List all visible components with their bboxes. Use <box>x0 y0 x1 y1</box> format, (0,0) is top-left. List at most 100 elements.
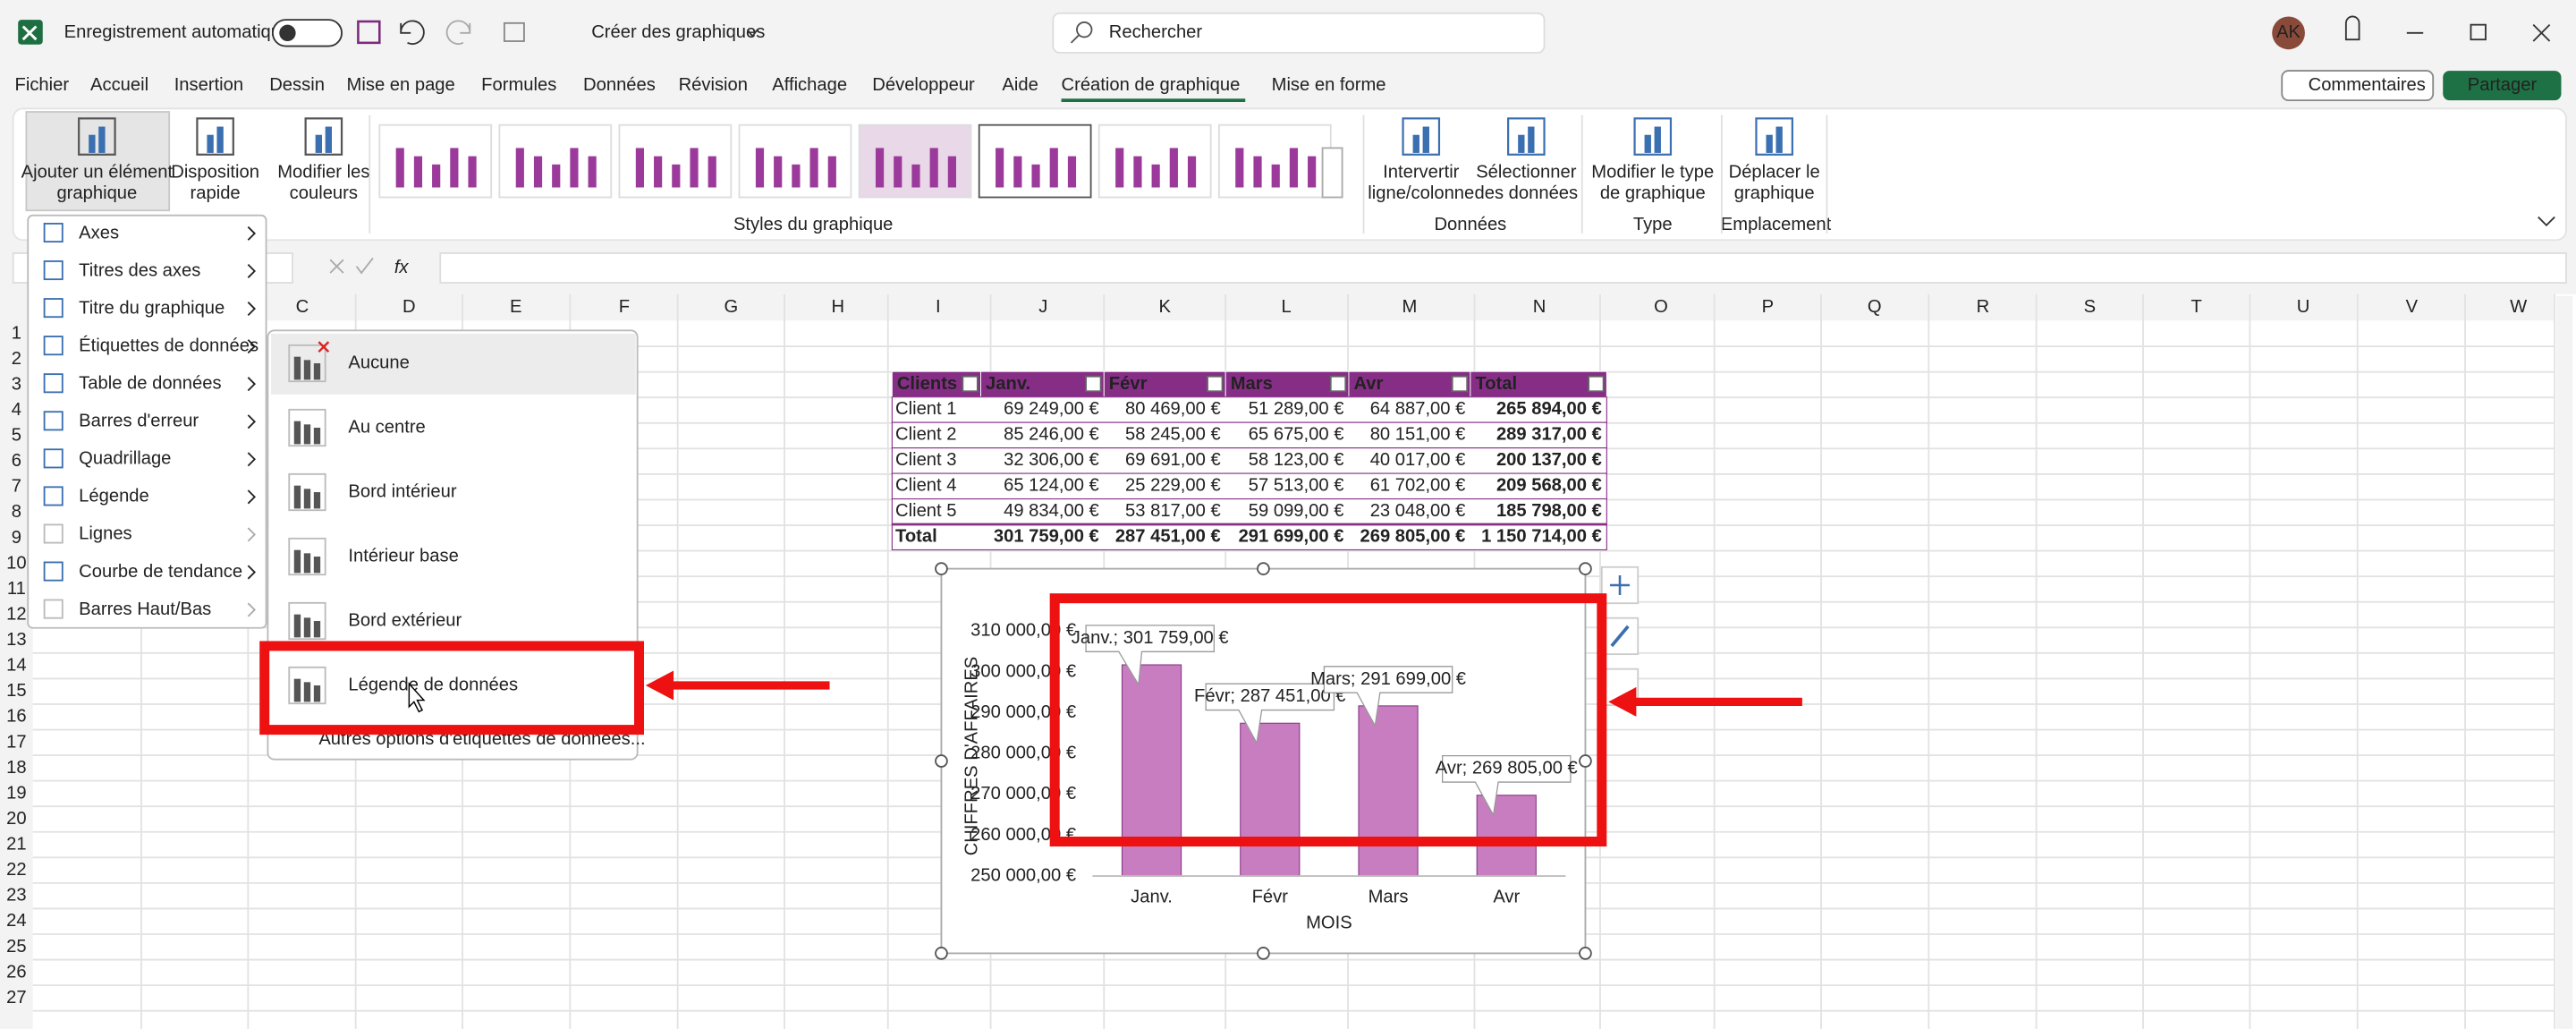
menu-tab[interactable]: Affichage <box>772 75 847 95</box>
menu-item[interactable]: Courbe de tendance <box>79 562 242 582</box>
share-button[interactable] <box>2443 71 2562 101</box>
table-cell: 69 249,00 € <box>1004 399 1099 419</box>
search-placeholder[interactable]: Rechercher <box>1109 22 1203 42</box>
ribbon-button-label[interactable]: des données <box>1475 183 1579 203</box>
filter-button[interactable] <box>1207 375 1224 393</box>
ribbon-button-label[interactable]: graphique <box>56 183 137 203</box>
menu-tab[interactable]: Mise en forme <box>1272 75 1386 95</box>
filter-button[interactable] <box>1329 375 1347 393</box>
ribbon-button-label[interactable]: ligne/colonne <box>1368 183 1474 203</box>
ribbon-button-label[interactable]: Sélectionner <box>1476 162 1577 182</box>
menu-tab[interactable]: Accueil <box>90 75 148 95</box>
filter-button[interactable] <box>962 375 979 393</box>
resize-handle[interactable] <box>935 754 948 768</box>
row-header: 27 <box>6 988 26 1008</box>
ribbon-button-label[interactable]: Déplacer le <box>1729 162 1820 182</box>
ribbon-icon[interactable] <box>78 117 116 156</box>
menu-item[interactable]: Table de données <box>79 374 221 394</box>
ribbon-icon[interactable] <box>1755 117 1793 156</box>
filter-button[interactable] <box>1085 375 1102 393</box>
menu-item[interactable]: Quadrillage <box>79 449 171 469</box>
table-header-cell <box>1470 370 1607 398</box>
close[interactable] <box>2532 24 2551 42</box>
menu-item[interactable]: Titre du graphique <box>79 298 225 318</box>
ribbon-button-label[interactable]: couleurs <box>290 183 358 203</box>
ribbon-button-label[interactable]: Intervertir <box>1383 162 1460 182</box>
table-cell: 61 702,00 € <box>1370 476 1466 496</box>
user-avatar[interactable] <box>2272 16 2305 50</box>
save-icon[interactable] <box>357 20 381 45</box>
vertical-scrollbar <box>2555 295 2573 1029</box>
filter-button[interactable] <box>1451 375 1469 393</box>
submenu-item[interactable]: Légende de données <box>348 675 518 694</box>
ribbon-icon[interactable] <box>1633 117 1673 156</box>
idea-icon[interactable] <box>2344 15 2360 41</box>
ribbon-button-label[interactable]: Modifier les <box>277 162 369 182</box>
submenu-item[interactable]: Aucune <box>348 353 409 372</box>
thumbnail-bar <box>570 148 579 188</box>
ribbon-button-label[interactable]: Modifier le type <box>1591 162 1714 182</box>
table-cell: 265 894,00 € <box>1496 399 1602 419</box>
column-header: S <box>2084 297 2096 317</box>
menu-tab[interactable]: Dessin <box>269 75 325 95</box>
menu-item[interactable]: Titres des axes <box>79 260 200 280</box>
ribbon-button-label[interactable]: de graphique <box>1600 183 1706 203</box>
table-cell: 1 150 714,00 € <box>1481 527 1602 547</box>
menu-tab[interactable]: Développeur <box>872 75 975 95</box>
resize-handle[interactable] <box>1257 562 1270 575</box>
menu-tab[interactable]: Création de graphique <box>1062 75 1241 95</box>
thumbnail-bar <box>1151 164 1160 188</box>
ribbon-collapse[interactable] <box>2538 216 2555 227</box>
ribbon-icon[interactable] <box>1402 117 1441 156</box>
row-header: 8 <box>12 502 21 522</box>
menu-tab[interactable]: Fichier <box>15 75 70 95</box>
column-header: T <box>2191 297 2202 317</box>
thumbnail-bar <box>450 148 459 188</box>
y-tick-label: 290 000,00 € <box>970 702 1076 722</box>
resize-handle[interactable] <box>1579 562 1592 575</box>
menu-tab[interactable]: Données <box>583 75 656 95</box>
document-title[interactable]: Créer des graphiques <box>591 22 765 42</box>
resize-handle[interactable] <box>1579 947 1592 960</box>
comments-button[interactable] <box>2281 70 2435 102</box>
submenu-item[interactable]: Intérieur base <box>348 546 458 566</box>
filter-button[interactable] <box>1588 375 1605 393</box>
comments-label[interactable]: Commentaires <box>2309 75 2426 95</box>
table-cell: Client 2 <box>895 425 956 445</box>
ribbon-icon[interactable] <box>196 117 234 156</box>
ribbon-button-label[interactable]: graphique <box>1734 183 1815 203</box>
menu-tab[interactable]: Révision <box>679 75 748 95</box>
maximize[interactable] <box>2470 23 2487 41</box>
resize-handle[interactable] <box>1257 947 1270 960</box>
ribbon-button-label[interactable]: Disposition <box>171 162 259 182</box>
qat-icon[interactable] <box>503 21 525 42</box>
menu-tab[interactable]: Formules <box>481 75 556 95</box>
ribbon-button-label[interactable]: Ajouter un élément <box>21 162 174 182</box>
share-label[interactable]: Partager <box>2468 75 2538 95</box>
redo-icon[interactable] <box>445 20 471 46</box>
search-box[interactable] <box>1052 12 1546 54</box>
thumbnail-bar <box>875 148 885 188</box>
styles-scroll[interactable] <box>1321 147 1343 199</box>
submenu-item[interactable]: Au centre <box>348 417 425 437</box>
ribbon-icon[interactable] <box>304 117 343 156</box>
menu-tab[interactable]: Aide <box>1002 75 1038 95</box>
ribbon-button-label[interactable]: rapide <box>191 183 241 203</box>
menu-item[interactable]: Légende <box>79 487 149 506</box>
formula-fx[interactable]: fx <box>394 258 410 277</box>
formula-input[interactable] <box>439 252 2567 284</box>
autosave-label[interactable]: Enregistrement automatique <box>64 22 292 42</box>
menu-tab[interactable]: Mise en page <box>347 75 455 95</box>
menu-item[interactable]: Étiquettes de données <box>79 335 258 355</box>
resize-handle[interactable] <box>1579 754 1592 768</box>
menu-item[interactable]: Barres d'erreur <box>79 412 199 431</box>
submenu-item[interactable]: Bord extérieur <box>348 610 462 630</box>
undo-icon[interactable] <box>400 20 425 46</box>
submenu-item[interactable]: Bord intérieur <box>348 481 456 501</box>
menu-item[interactable]: Axes <box>79 223 119 242</box>
ribbon-icon[interactable] <box>1507 117 1546 156</box>
highlight-box <box>1049 593 1607 847</box>
menu-tab[interactable]: Insertion <box>174 75 243 95</box>
resize-handle[interactable] <box>935 947 948 960</box>
resize-handle[interactable] <box>935 562 948 575</box>
